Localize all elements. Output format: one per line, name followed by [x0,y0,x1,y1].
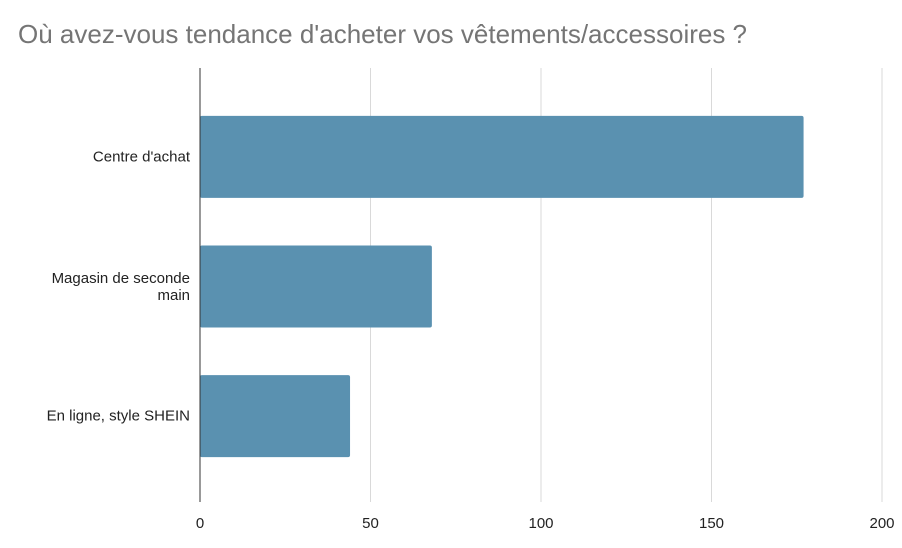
y-tick-label: En ligne, style SHEIN [46,407,190,425]
bar [200,375,351,458]
y-tick-label: Magasin de seconde main [51,269,190,304]
bar [200,115,804,198]
chart-title: Où avez-vous tendance d'acheter vos vête… [18,19,747,49]
bar [200,245,432,328]
y-tick-label: Centre d'achat [92,148,190,166]
x-tick-label: 100 [528,515,553,532]
x-tick-label: 50 [362,515,379,532]
x-tick-label: 200 [869,515,894,532]
x-tick-label: 150 [699,515,724,532]
x-tick-label: 0 [196,515,204,532]
